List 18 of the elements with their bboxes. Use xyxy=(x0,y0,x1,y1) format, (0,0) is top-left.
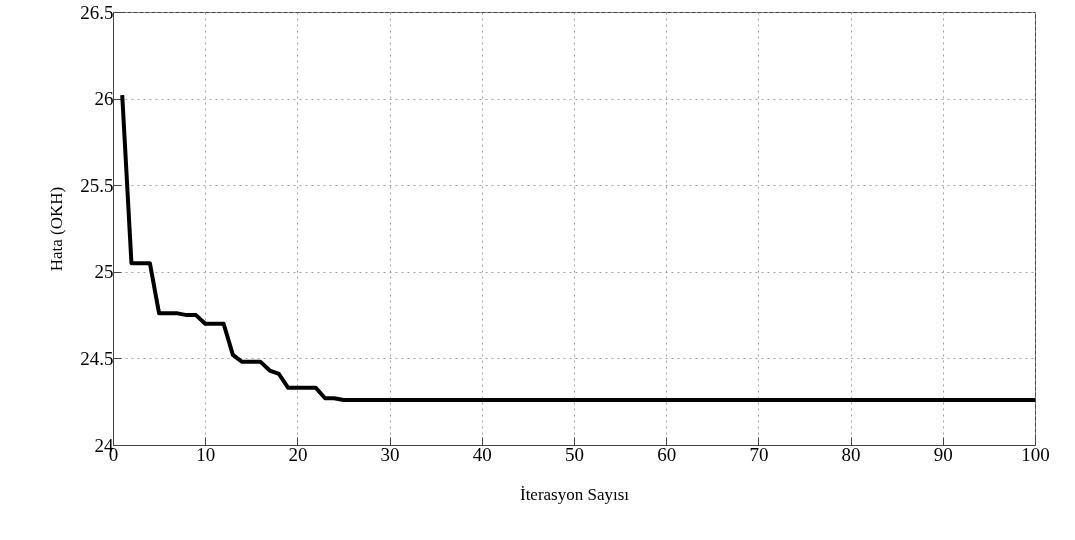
y-tick-label: 26.5 xyxy=(80,1,114,23)
line-series xyxy=(120,93,1037,402)
y-tick-label: 24.5 xyxy=(80,347,114,369)
x-tick-label: 30 xyxy=(380,443,400,465)
x-tick-label: 60 xyxy=(657,443,677,465)
x-tick-label: 50 xyxy=(565,443,584,465)
x-tick-label: 20 xyxy=(288,443,308,465)
x-tick-label: 40 xyxy=(472,443,492,465)
x-axis-title: İterasyon Sayısı xyxy=(519,484,630,504)
x-tick-label: 70 xyxy=(749,443,769,465)
x-tick-label: 80 xyxy=(841,443,861,465)
y-tick-label: 26 xyxy=(94,88,114,110)
y-tick-label: 25.5 xyxy=(80,174,114,196)
x-tick-label: 90 xyxy=(933,443,953,465)
y-tick-label: 25 xyxy=(94,261,114,283)
x-tick-label: 10 xyxy=(196,443,216,465)
x-tick-label: 100 xyxy=(1021,443,1050,465)
y-axis-title: Hata (OKH) xyxy=(47,186,67,272)
